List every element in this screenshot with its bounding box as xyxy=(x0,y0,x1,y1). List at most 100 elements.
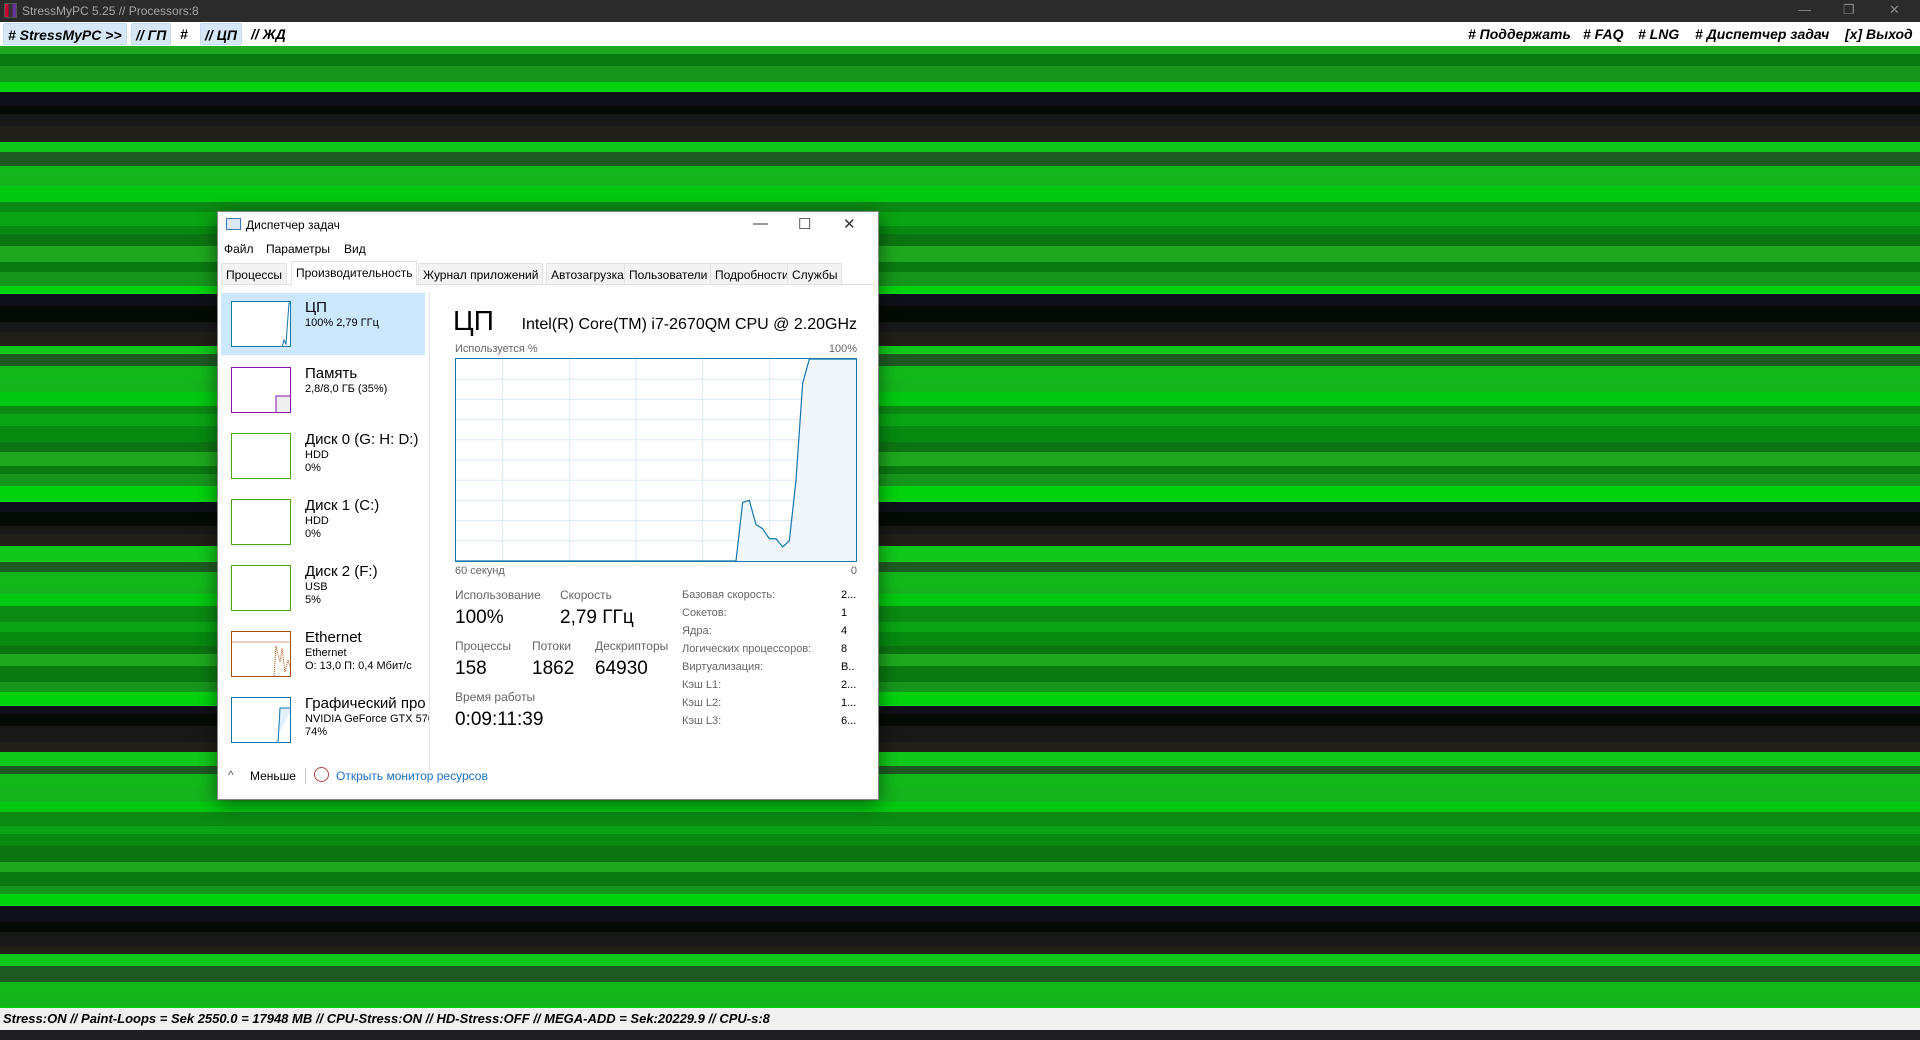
sidebar-item-detail: Ethernet xyxy=(305,647,347,659)
paint-stripe xyxy=(0,992,1920,1006)
chart-xlabel-right: 0 xyxy=(850,565,857,577)
paint-stripe xyxy=(0,382,1920,392)
app-title-bar: StressMyPC 5.25 // Processors:8 — ❐ ✕ xyxy=(0,0,1920,22)
sidebar-item-disk-1[interactable]: Диск 1 (C:) HDD 0% xyxy=(221,491,425,553)
paint-stripe xyxy=(0,262,1920,272)
paint-stripe xyxy=(0,114,1920,126)
window-title: Диспетчер задач xyxy=(246,218,340,232)
status-bar: Stress:ON // Paint-Loops = Sek 2550.0 = … xyxy=(0,1008,1920,1030)
spec-label: Сокетов: xyxy=(682,607,727,619)
paint-stripe xyxy=(0,922,1920,932)
spec-value: 6... xyxy=(841,715,857,727)
fewer-details-button[interactable]: Меньше xyxy=(250,769,296,783)
paint-stripe xyxy=(0,106,1920,114)
sidebar-item-detail: 0% xyxy=(305,462,321,474)
menu-view[interactable]: Вид xyxy=(344,242,366,256)
paint-stripe xyxy=(0,322,1920,332)
memory-mini-graph xyxy=(231,367,291,413)
sidebar-item-detail: HDD xyxy=(305,449,329,461)
paint-stripe xyxy=(0,834,1920,846)
uptime-label: Время работы xyxy=(455,690,536,704)
paint-stripe xyxy=(0,186,1920,202)
processes-label: Процессы xyxy=(455,639,512,653)
sidebar-item-disk-0[interactable]: Диск 0 (G: H: D:) HDD 0% xyxy=(221,425,425,487)
tab-bar: Процессы Производительность Журнал прило… xyxy=(221,261,875,286)
paint-stripe xyxy=(0,286,1920,294)
threads-label: Потоки xyxy=(532,639,572,653)
usage-label: Использование xyxy=(455,588,541,602)
paint-stripe xyxy=(0,766,1920,774)
menu-hash[interactable]: # xyxy=(180,26,188,42)
tab-performance[interactable]: Производительность xyxy=(291,261,418,286)
sidebar-item-name: Диск 1 (C:) xyxy=(305,497,380,514)
sidebar-item-gpu[interactable]: Графический процессорNVIDIA GeForce GTX … xyxy=(221,689,430,751)
resource-monitor-icon xyxy=(314,767,329,782)
spec-value: 2... xyxy=(841,589,857,601)
paint-stripe xyxy=(0,54,1920,66)
close-button[interactable]: ✕ xyxy=(1889,2,1900,17)
spec-value: 1... xyxy=(841,697,857,709)
sidebar-item-disk-2[interactable]: Диск 2 (F:) USB 5% xyxy=(221,557,425,619)
paint-stripe xyxy=(0,166,1920,174)
menu-faq[interactable]: # FAQ xyxy=(1583,26,1624,42)
paint-stripe xyxy=(0,126,1920,142)
paint-stripe xyxy=(0,442,1920,452)
spec-label: Логических процессоров: xyxy=(682,643,812,655)
paint-stripe xyxy=(0,894,1920,906)
handles-label: Дескрипторы xyxy=(595,639,669,653)
menu-exit[interactable]: [x] Выход xyxy=(1845,26,1913,42)
tab-processes[interactable]: Процессы xyxy=(221,263,288,285)
menu-stressmypc[interactable]: # StressMyPC >> xyxy=(3,23,127,45)
minimize-button[interactable]: — xyxy=(753,215,768,232)
sidebar-item-detail: NVIDIA GeForce GTX 570 xyxy=(305,713,430,725)
tab-services[interactable]: Службы xyxy=(787,263,843,285)
spec-value: 8 xyxy=(841,643,848,655)
open-resource-monitor-link[interactable]: Открыть монитор ресурсов xyxy=(336,769,488,783)
stress-paint-area xyxy=(0,46,1920,1014)
minimize-button[interactable]: — xyxy=(1798,2,1811,17)
tab-app-history[interactable]: Журнал приложений xyxy=(418,263,544,285)
uptime-value: 0:09:11:39 xyxy=(455,709,544,730)
menu-cpu[interactable]: // ЦП xyxy=(200,23,242,45)
sidebar-item-detail: 100% 2,79 ГГц xyxy=(305,317,379,329)
disk-0-mini-graph xyxy=(231,433,291,479)
tab-details[interactable]: Подробности xyxy=(710,263,794,285)
menu-task-manager[interactable]: # Диспетчер задач xyxy=(1695,26,1830,42)
paint-stripe xyxy=(0,886,1920,894)
tab-users[interactable]: Пользователи xyxy=(624,263,713,285)
sidebar-item-name: Диск 0 (G: H: D:) xyxy=(305,431,419,448)
paint-stripe xyxy=(0,682,1920,692)
close-button[interactable]: ✕ xyxy=(843,216,856,233)
paint-stripe xyxy=(0,802,1920,812)
spec-label: Виртуализация: xyxy=(682,661,764,673)
sidebar-item-detail: HDD xyxy=(305,515,329,527)
paint-stripe xyxy=(0,406,1920,414)
spec-label: Ядра: xyxy=(682,625,712,637)
spec-value: В.. xyxy=(841,661,855,673)
paint-stripe xyxy=(0,646,1920,654)
paint-stripe xyxy=(0,346,1920,354)
menu-hdd[interactable]: // ЖД xyxy=(251,26,286,42)
menu-options[interactable]: Параметры xyxy=(266,242,330,256)
restore-button[interactable]: ❐ xyxy=(1843,2,1855,17)
paint-stripe xyxy=(0,202,1920,212)
sidebar-item-cpu[interactable]: ЦП 100% 2,79 ГГц xyxy=(221,293,425,355)
sidebar-item-memory[interactable]: Память 2,8/8,0 ГБ (35%) xyxy=(221,359,425,421)
tab-startup[interactable]: Автозагрузка xyxy=(546,263,629,285)
menu-support[interactable]: # Поддержать xyxy=(1468,26,1571,42)
menu-lng[interactable]: # LNG xyxy=(1638,26,1680,42)
paint-stripe xyxy=(0,622,1920,632)
cpu-heading: ЦП xyxy=(453,305,494,336)
chevron-up-icon[interactable]: ^ xyxy=(228,768,234,782)
maximize-button[interactable]: ☐ xyxy=(798,216,812,233)
sidebar-item-ethernet[interactable]: Ethernet Ethernet О: 13,0 П: 0,4 Мбит/с xyxy=(221,623,425,685)
paint-stripe xyxy=(0,846,1920,862)
menu-gpu[interactable]: // ГП xyxy=(131,23,172,45)
spec-value: 4 xyxy=(841,625,848,637)
menu-file[interactable]: Файл xyxy=(224,242,254,256)
divider xyxy=(305,768,306,784)
paint-stripe xyxy=(0,174,1920,186)
disk-1-mini-graph xyxy=(231,499,291,545)
sidebar-item-detail: 5% xyxy=(305,594,321,606)
sidebar-item-detail: 0% xyxy=(305,528,321,540)
